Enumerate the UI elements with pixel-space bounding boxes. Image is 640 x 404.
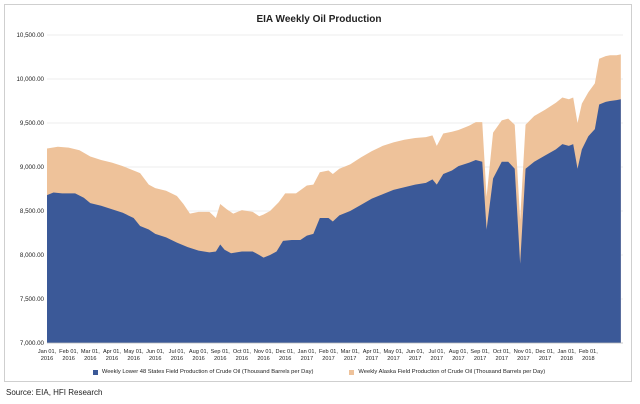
legend: Weekly Lower 48 States Field Production … [5,369,633,375]
x-tick-label-month: Feb 01, [59,349,78,355]
x-tick-label-year: 2016 [236,356,248,362]
y-tick-label: 7,500.00 [20,296,45,303]
x-tick-label-year: 2017 [409,356,421,362]
x-tick-label-month: Dec 01, [276,349,296,355]
y-tick-label: 10,500.00 [16,32,44,39]
x-tick-label-month: Sep 01, [470,349,490,355]
x-tick-label-year: 2017 [474,356,486,362]
x-tick-label-year: 2017 [301,356,313,362]
x-tick-label-year: 2017 [431,356,443,362]
x-tick-label-month: Sep 01, [211,349,231,355]
x-tick-label-month: Jul 01, [429,349,446,355]
chart-frame: EIA Weekly Oil Production 10,500.00 10,00… [4,4,632,382]
legend-label-lower48: Weekly Lower 48 States Field Production … [101,369,314,375]
y-tick-label: 9,000.00 [20,164,45,171]
x-tick-label-year: 2017 [344,356,356,362]
x-tick-label-year: 2016 [106,356,118,362]
x-tick-label-month: Jan 01, [298,349,317,355]
x-tick-label-month: Oct 01, [233,349,251,355]
x-tick-label-month: Feb 01, [319,349,338,355]
y-tick-label: 7,000.00 [20,340,45,347]
x-tick-label-year: 2017 [387,356,399,362]
series-area-lower48 [47,99,621,344]
x-tick-label-year: 2017 [496,356,508,362]
legend-label-alaska: Weekly Alaska Field Production of Crude … [358,369,546,375]
y-tick-label: 10,000.00 [16,76,44,83]
x-tick-label-month: Jan 01, [38,349,57,355]
x-tick-label-month: Apr 01, [363,349,381,355]
x-tick-label-year: 2016 [257,356,269,362]
y-tick-label: 8,000.00 [20,252,45,259]
x-tick-label-month: Jun 01, [406,349,425,355]
x-tick-label-month: Nov 01, [254,349,274,355]
x-tick-label-year: 2017 [517,356,529,362]
x-tick-label-month: Mar 01, [341,349,360,355]
x-tick-label-year: 2016 [192,356,204,362]
x-tick-label-month: Dec 01, [535,349,555,355]
x-tick-label-month: Apr 01, [103,349,121,355]
x-tick-label-month: Nov 01, [514,349,534,355]
y-tick-label: 9,500.00 [20,120,45,127]
x-tick-label-year: 2016 [84,356,96,362]
x-tick-label-year: 2016 [214,356,226,362]
x-tick-label-year: 2018 [560,356,572,362]
x-tick-label-month: Feb 01, [579,349,598,355]
x-tick-label-year: 2016 [149,356,161,362]
y-tick-label: 8,500.00 [20,208,45,215]
source-note: Source: EIA, HFI Research [6,388,103,397]
x-tick-label-year: 2016 [171,356,183,362]
x-tick-label-year: 2017 [322,356,334,362]
x-tick-label-year: 2017 [539,356,551,362]
x-tick-label-month: Aug 01, [189,349,209,355]
x-tick-label-month: May 01, [384,349,404,355]
legend-swatch-alaska [349,369,355,375]
legend-item-lower48: Weekly Lower 48 States Field Production … [92,369,314,375]
x-tick-label-year: 2016 [41,356,53,362]
x-tick-label-month: Mar 01, [81,349,100,355]
x-tick-label-month: May 01, [124,349,144,355]
x-tick-label-month: Aug 01, [449,349,469,355]
legend-swatch-lower48 [92,369,98,375]
x-tick-label-month: Jul 01, [169,349,186,355]
x-tick-label-month: Oct 01, [493,349,511,355]
x-tick-label-month: Jun 01, [146,349,165,355]
axes: 10,500.00 10,000.00 9,500.00 9,000.00 8,500.… [16,32,623,362]
chart-title: EIA Weekly Oil Production [256,14,382,25]
series-areas [47,54,621,344]
area-chart: 10,500.00 10,000.00 9,500.00 9,000.00 8,500.… [16,32,623,362]
x-tick-label-year: 2018 [582,356,594,362]
x-tick-label-year: 2016 [279,356,291,362]
x-tick-label-year: 2016 [127,356,139,362]
legend-item-alaska: Weekly Alaska Field Production of Crude … [349,369,545,375]
x-tick-label-year: 2017 [452,356,464,362]
x-tick-label-month: Jan 01, [558,349,577,355]
x-tick-label-year: 2016 [62,356,74,362]
x-tick-label-year: 2017 [366,356,378,362]
